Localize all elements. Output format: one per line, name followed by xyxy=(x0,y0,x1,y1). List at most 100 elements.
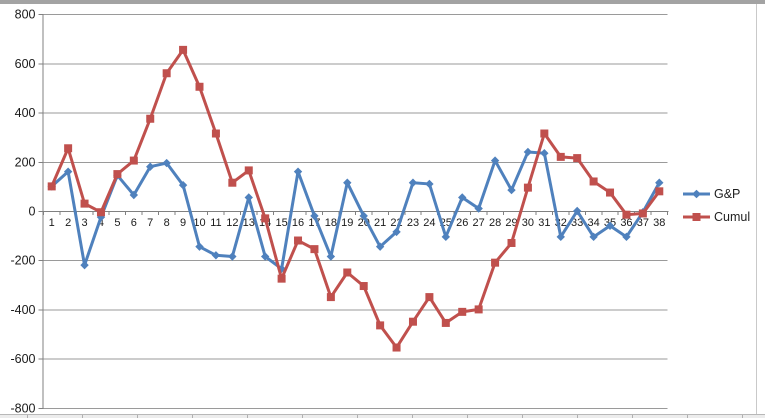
chart-legend: G&P Cumul xyxy=(683,187,750,224)
gp-data-point-marker xyxy=(655,178,664,187)
gp-data-point-marker xyxy=(441,232,451,242)
cumul-data-point-marker xyxy=(441,318,450,327)
x-tick-label: 21 xyxy=(374,217,386,229)
x-tick-label: 12 xyxy=(226,217,238,229)
x-tick-label: 26 xyxy=(456,217,468,229)
x-tick-label: 37 xyxy=(637,217,649,229)
x-tick-label: 2 xyxy=(65,217,71,229)
cumul-data-point-marker xyxy=(343,268,352,277)
x-tick-label: 9 xyxy=(180,217,186,229)
x-tick-label: 33 xyxy=(571,217,583,229)
y-tick-label: 800 xyxy=(15,8,36,22)
cumul-data-point-marker xyxy=(507,238,516,247)
cumul-data-point-marker xyxy=(47,182,56,191)
cumul-data-point-marker xyxy=(113,170,122,179)
cumul-data-point-marker xyxy=(80,199,89,208)
cumul-data-point-marker xyxy=(540,129,549,138)
gp-data-point-marker xyxy=(244,193,253,202)
x-tick-label: 11 xyxy=(210,217,221,229)
cumul-data-point-marker xyxy=(179,45,188,54)
gp-data-point-marker xyxy=(392,227,401,237)
y-tick-label: 0 xyxy=(29,205,36,219)
y-tick-label: -400 xyxy=(10,303,35,317)
x-tick-label: 4 xyxy=(98,217,104,229)
y-tick-label: -200 xyxy=(10,254,35,268)
y-tick-label: 200 xyxy=(15,155,36,169)
cumul-data-point-marker xyxy=(310,245,319,254)
x-tick-label: 15 xyxy=(275,217,287,229)
gp-data-point-marker xyxy=(622,232,631,242)
cumul-data-point-marker xyxy=(326,293,335,302)
cumul-data-point-marker xyxy=(146,114,155,123)
gp-series-swatch-icon xyxy=(683,189,710,199)
x-tick-label: 23 xyxy=(407,217,419,229)
cumul-data-point-marker xyxy=(523,183,532,192)
cumul-data-point-marker xyxy=(376,321,385,330)
cumul-data-point-marker xyxy=(96,208,105,217)
gp-data-point-marker xyxy=(162,158,171,168)
cumul-data-point-marker xyxy=(556,152,565,161)
cumul-data-point-marker xyxy=(606,188,615,197)
gp-data-point-marker xyxy=(63,167,73,176)
y-tick-label: 400 xyxy=(15,106,36,120)
gp-data-point-marker xyxy=(178,180,188,190)
legend-item-gp[interactable]: G&P xyxy=(683,187,750,201)
gp-data-point-marker xyxy=(359,211,368,221)
gp-data-point-marker xyxy=(129,190,139,200)
x-tick-label: 10 xyxy=(193,217,205,229)
x-tick-label: 31 xyxy=(538,217,550,229)
cumul-data-point-marker xyxy=(244,166,253,175)
x-tick-label: 7 xyxy=(147,217,153,229)
x-tick-label: 24 xyxy=(423,217,435,229)
cumul-data-point-marker xyxy=(408,317,417,326)
cumul-data-point-marker xyxy=(458,307,467,316)
gp-data-point-marker xyxy=(80,260,89,270)
cumul-data-point-marker xyxy=(589,177,598,186)
legend-diamond-marker-icon xyxy=(692,189,701,199)
gp-series-line xyxy=(50,150,661,271)
worksheet-cells-bottom-edge xyxy=(0,414,765,418)
gp-data-point-marker xyxy=(293,167,303,176)
x-tick-label: 5 xyxy=(114,217,120,229)
legend-label-cumul: Cumul xyxy=(714,210,751,224)
cumul-data-point-marker xyxy=(655,187,664,196)
gp-data-point-marker xyxy=(228,252,237,261)
cumul-data-point-marker xyxy=(359,282,368,291)
cumul-data-point-marker xyxy=(162,69,171,78)
gp-data-point-marker xyxy=(211,251,221,260)
legend-label-gp: G&P xyxy=(714,187,741,201)
x-tick-label: 16 xyxy=(292,217,304,229)
cumul-data-point-marker xyxy=(129,156,138,165)
x-tick-label: 19 xyxy=(341,217,353,229)
gp-data-point-marker xyxy=(556,232,565,242)
gp-data-point-marker xyxy=(326,252,336,261)
cumul-data-point-marker xyxy=(491,258,500,267)
gp-data-point-marker xyxy=(195,242,204,251)
x-tick-label: 6 xyxy=(131,217,137,229)
cumul-data-point-marker xyxy=(64,144,73,153)
x-tick-label: 30 xyxy=(522,217,534,229)
x-tick-label: 36 xyxy=(620,217,632,229)
x-tick-label: 1 xyxy=(49,217,55,229)
chart-object-right-border xyxy=(756,4,757,416)
cumul-data-point-marker xyxy=(294,236,303,245)
gp-data-point-marker xyxy=(523,147,533,157)
worksheet-top-edge xyxy=(0,0,765,4)
gp-data-point-marker xyxy=(375,242,385,251)
x-tick-label: 13 xyxy=(243,217,255,229)
legend-item-cumul[interactable]: Cumul xyxy=(683,210,750,224)
x-tick-label: 18 xyxy=(325,217,337,229)
x-tick-label: 3 xyxy=(81,217,87,229)
y-tick-label: -600 xyxy=(10,352,35,366)
x-tick-label: 29 xyxy=(505,217,517,229)
x-tick-label: 28 xyxy=(489,217,501,229)
gp-data-point-marker xyxy=(310,211,319,221)
cumul-data-point-marker xyxy=(622,210,631,219)
gp-data-point-marker xyxy=(343,178,352,187)
cumul-data-point-marker xyxy=(195,82,204,91)
cumul-data-point-marker xyxy=(638,209,647,218)
x-tick-label: 38 xyxy=(653,217,665,229)
cumul-data-point-marker xyxy=(573,154,582,163)
